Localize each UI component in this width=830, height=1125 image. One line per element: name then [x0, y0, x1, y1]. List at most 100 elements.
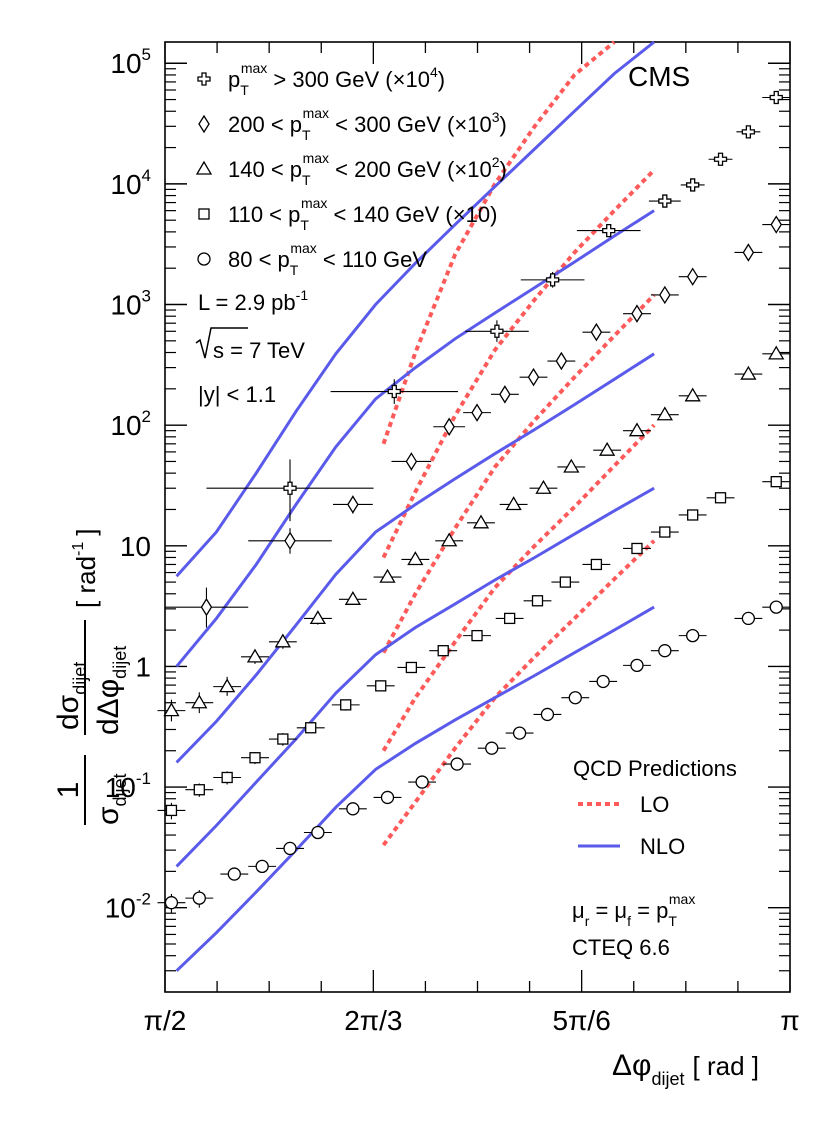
- legend-label: 110 < pTmax < 140 GeV (×10): [228, 195, 497, 233]
- data-point: [433, 417, 466, 436]
- prediction-legend-title: QCD Predictions: [573, 756, 737, 781]
- data-point: [465, 320, 529, 342]
- square-marker: [590, 558, 603, 571]
- circle-marker: [227, 867, 241, 881]
- legend-label: 140 < pTmax < 200 GeV (×102): [228, 150, 507, 188]
- data-point: [303, 825, 332, 840]
- square-marker: [770, 476, 782, 488]
- scale-text: μr = μf = pTmax: [572, 891, 695, 929]
- y-tick-labels: 10-2 10-1 1 10 102 103 104 105: [105, 45, 151, 923]
- data-point: [623, 542, 651, 555]
- ylabel-unit-exp: -1: [70, 542, 87, 556]
- series-legend: pTmax > 300 GeV (×104) 200 < pTmax < 300 …: [195, 60, 507, 278]
- circle-marker: [255, 859, 269, 874]
- data-point: [678, 628, 707, 643]
- cross-marker: [602, 223, 616, 238]
- square-marker: [503, 612, 516, 625]
- data-point: [678, 509, 707, 521]
- y-tick-label: 1: [135, 651, 151, 682]
- data-point: [331, 699, 360, 711]
- data-point: [391, 452, 432, 471]
- data-point: [499, 496, 528, 511]
- square-marker: [687, 509, 699, 521]
- nlo-curve: [175, 605, 655, 972]
- data-point: [397, 661, 426, 674]
- diamond-marker: [742, 243, 755, 262]
- cross-marker: [658, 194, 672, 208]
- triangle-marker: [441, 532, 458, 547]
- data-point: [736, 125, 761, 139]
- svg-text:dΔφdijet: dΔφdijet: [92, 646, 130, 735]
- data-point: [734, 611, 763, 626]
- triangle-marker: [768, 345, 785, 360]
- data-point: [463, 403, 491, 422]
- data-point: [303, 610, 332, 625]
- data-point: [762, 90, 791, 105]
- triangle-marker: [407, 551, 424, 566]
- data-point: [623, 658, 651, 673]
- data-point: [623, 422, 651, 437]
- diamond-marker: [200, 597, 213, 617]
- data-point: [185, 783, 214, 797]
- diamond-marker: [471, 403, 483, 422]
- data-point: [296, 722, 325, 734]
- data-point: [268, 733, 297, 746]
- legend-diamond-marker: [198, 114, 210, 134]
- diamond-marker: [347, 495, 359, 514]
- experiment-label: CMS: [628, 61, 690, 92]
- data-point: [582, 322, 611, 342]
- diamond-marker: [686, 267, 699, 286]
- data-point: [268, 633, 297, 649]
- circle-marker: [630, 658, 644, 673]
- y-tick-label: 103: [110, 287, 151, 321]
- data-point: [467, 514, 495, 529]
- data-point: [330, 379, 458, 404]
- ylabel-unit-close: ]: [71, 529, 101, 536]
- legend-triangle-marker: [195, 160, 213, 175]
- data-point: [241, 648, 269, 664]
- ylabel-num: dσ: [52, 694, 85, 730]
- circle-marker: [686, 628, 700, 643]
- cross-marker: [769, 90, 783, 105]
- triangle-marker: [740, 365, 757, 380]
- data-point: [408, 775, 437, 789]
- data-point: [220, 867, 249, 881]
- circle-marker: [741, 611, 756, 626]
- svg-text:1: 1: [52, 782, 85, 799]
- data-point: [708, 152, 733, 166]
- square-marker: [305, 722, 317, 734]
- data-point: [529, 479, 558, 494]
- data-point: [338, 802, 367, 816]
- diamond-marker: [631, 304, 643, 323]
- data-point: [650, 406, 679, 421]
- y-tick-label: 104: [110, 166, 151, 200]
- data-point: [248, 528, 332, 554]
- circle-marker: [512, 726, 527, 740]
- nlo-curve: [175, 352, 655, 764]
- lo-curve: [381, 293, 656, 654]
- diamond-marker: [527, 367, 540, 387]
- nlo-curve: [175, 40, 656, 578]
- sqrts-text: s = 7 TeV: [195, 327, 305, 363]
- data-point: [680, 178, 705, 192]
- diamond-marker: [499, 385, 511, 404]
- data-point: [706, 492, 735, 504]
- cross-marker: [713, 152, 728, 166]
- data-point: [678, 387, 707, 402]
- nlo-curve: [175, 209, 655, 668]
- diamond-marker: [284, 531, 296, 551]
- data-point: [589, 674, 618, 689]
- data-point: [276, 841, 304, 856]
- ylabel-sigma-sub: dijet: [110, 773, 130, 806]
- legend-square-marker: [198, 208, 210, 220]
- nlo-curve: [175, 486, 655, 868]
- data-point: [157, 893, 186, 914]
- data-point: [248, 859, 277, 874]
- x-tick-label: 5π/6: [553, 1005, 611, 1036]
- x-tick-label: π/2: [144, 1005, 187, 1036]
- lo-curve: [381, 40, 616, 445]
- triangle-marker: [309, 610, 326, 625]
- triangle-marker: [598, 441, 616, 456]
- ylabel-one: 1: [52, 782, 85, 799]
- data-point: [157, 699, 186, 722]
